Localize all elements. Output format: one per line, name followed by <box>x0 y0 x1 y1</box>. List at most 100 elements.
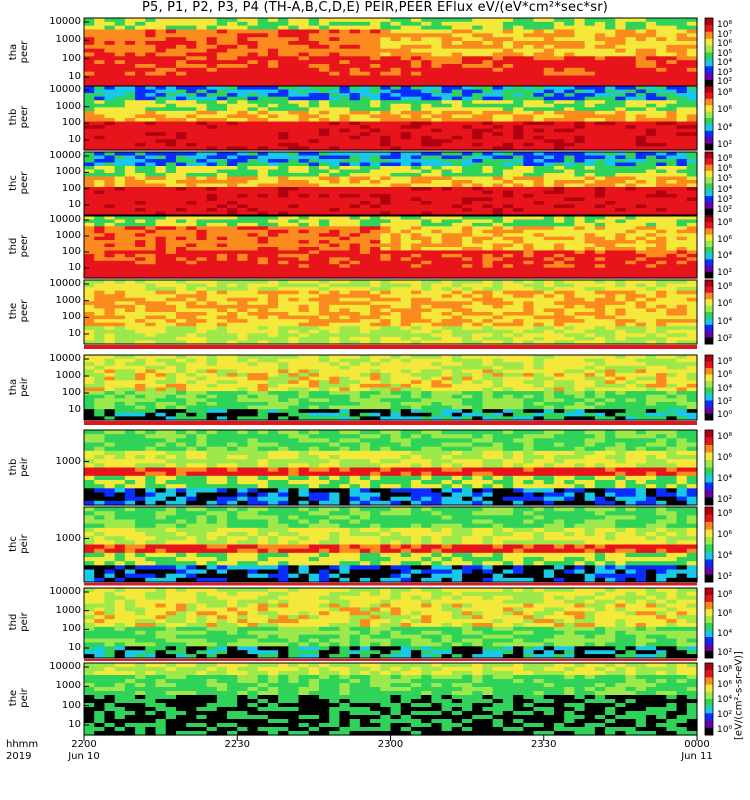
heatmap-cell <box>267 290 279 295</box>
heatmap-cell <box>380 162 392 167</box>
heatmap-cell <box>94 146 106 151</box>
heatmap-cell <box>114 159 126 164</box>
heatmap-cell <box>543 236 555 241</box>
heatmap-cell <box>206 128 218 133</box>
heatmap-cell <box>278 274 289 279</box>
heatmap-cell <box>145 187 157 192</box>
heatmap-cell <box>124 253 136 258</box>
heatmap-cell <box>370 48 381 54</box>
heatmap-cell <box>645 267 657 272</box>
heatmap-cell <box>257 103 269 108</box>
heatmap-cell <box>513 103 524 108</box>
heatmap-cell <box>656 67 667 73</box>
heatmap-cell <box>431 226 443 231</box>
heatmap-cell <box>574 29 586 34</box>
heatmap-cell <box>339 162 351 167</box>
heatmap-cell <box>472 297 484 302</box>
heatmap-cell <box>615 233 627 238</box>
heatmap-cell <box>594 155 606 160</box>
heatmap-cell <box>462 290 473 295</box>
heatmap-cell <box>635 86 647 91</box>
heatmap-cell <box>94 71 106 77</box>
heatmap-cell <box>656 250 667 255</box>
heatmap-cell <box>145 96 157 101</box>
heatmap-cell <box>155 146 167 151</box>
heatmap-cell <box>175 187 187 192</box>
heatmap-cell <box>635 93 647 98</box>
heatmap-cell <box>584 283 596 288</box>
heatmap-cell <box>594 180 606 185</box>
heatmap-cell <box>370 280 381 285</box>
heatmap-cell <box>227 204 238 209</box>
heatmap-cell <box>482 44 494 50</box>
heatmap-cell <box>278 114 289 119</box>
heatmap-cell <box>523 162 535 167</box>
heatmap-cell <box>523 18 535 23</box>
heatmap-cell <box>666 107 678 112</box>
heatmap-cell <box>237 253 249 258</box>
heatmap-cell <box>84 180 95 185</box>
heatmap-cell <box>329 219 341 224</box>
heatmap-cell <box>451 247 463 252</box>
heatmap-cell <box>441 204 453 209</box>
heatmap-cell <box>533 173 545 178</box>
heatmap-cell <box>94 159 106 164</box>
heatmap-cell <box>431 152 443 157</box>
heatmap-cell <box>523 204 535 209</box>
heatmap-cell <box>84 201 95 206</box>
heatmap-cell <box>339 166 351 171</box>
heatmap-cell <box>390 37 402 42</box>
heatmap-cell <box>676 18 688 23</box>
heatmap-cell <box>605 93 616 98</box>
heatmap-cell <box>206 89 218 94</box>
heatmap-cell <box>104 86 116 91</box>
heatmap-cell <box>124 280 136 285</box>
heatmap-cell <box>605 253 616 258</box>
heatmap-cell <box>257 260 269 265</box>
heatmap-cell <box>165 128 177 133</box>
heatmap-cell <box>114 176 126 181</box>
heatmap-cell <box>635 229 647 234</box>
heatmap-cell <box>155 216 167 221</box>
heatmap-cell <box>533 29 545 34</box>
heatmap-cell <box>247 308 259 313</box>
heatmap-cell <box>114 280 126 285</box>
heatmap-cell <box>482 226 494 231</box>
heatmap-cell <box>165 75 177 80</box>
heatmap-cell <box>645 75 657 80</box>
heatmap-cell <box>380 312 392 317</box>
heatmap-cell <box>451 169 463 174</box>
heatmap-cell <box>492 176 504 181</box>
heatmap-cell <box>635 29 647 34</box>
heatmap-cell <box>227 103 238 108</box>
heatmap-cell <box>666 56 678 61</box>
heatmap-cell <box>441 25 453 31</box>
heatmap-cell <box>553 146 565 151</box>
heatmap-cell <box>175 257 187 262</box>
heatmap-cell <box>686 56 698 61</box>
heatmap-cell <box>523 37 535 42</box>
heatmap-cell <box>318 128 330 133</box>
heatmap-cell <box>482 155 494 160</box>
heatmap-cell <box>605 48 616 54</box>
heatmap-cell <box>329 18 341 23</box>
heatmap-cell <box>502 173 514 178</box>
heatmap-cell <box>451 83 463 88</box>
heatmap-cell <box>472 37 484 42</box>
heatmap-cell <box>400 260 412 265</box>
heatmap-cell <box>370 176 381 181</box>
heatmap-cell <box>359 29 371 34</box>
heatmap-cell <box>686 159 698 164</box>
heatmap-cell <box>441 229 453 234</box>
heatmap-cell <box>380 283 392 288</box>
heatmap-cell <box>584 253 596 258</box>
heatmap-cell <box>298 176 310 181</box>
heatmap-cell <box>145 48 157 54</box>
heatmap-cell <box>605 60 616 65</box>
heatmap-cell <box>441 96 453 101</box>
heatmap-cell <box>472 135 484 140</box>
heatmap-cell <box>656 240 667 245</box>
heatmap-cell <box>431 100 443 105</box>
heatmap-cell <box>349 187 361 192</box>
heatmap-cell <box>104 96 116 101</box>
